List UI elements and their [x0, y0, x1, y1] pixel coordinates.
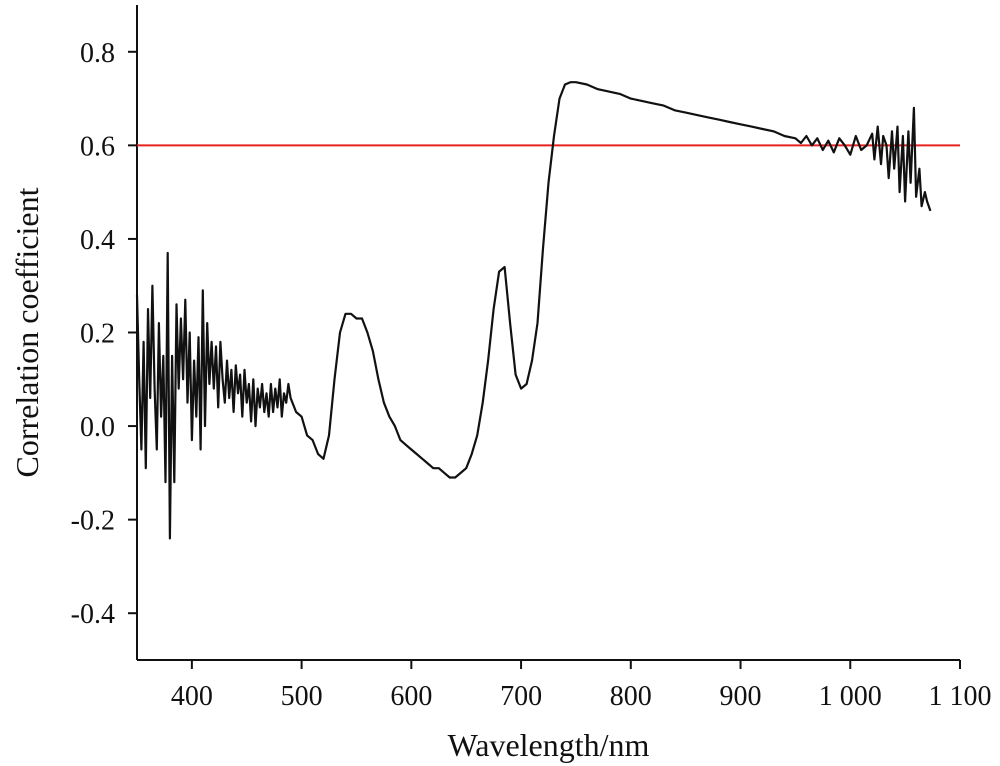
y-tick-label: -0.2 [71, 506, 115, 537]
y-tick-label: 0.6 [80, 131, 115, 162]
axes [136, 5, 960, 661]
y-axis-title: Correlation coefficient [9, 187, 45, 477]
x-tick-label: 900 [720, 681, 762, 712]
correlation-series-line [135, 81, 932, 540]
x-tick-label: 700 [500, 681, 542, 712]
x-tick-label: 800 [610, 681, 652, 712]
y-tick-label: -0.4 [71, 599, 115, 630]
x-tick-label: 500 [281, 681, 323, 712]
x-axis-title: Wavelength/nm [448, 727, 650, 763]
x-tick-label: 1 100 [929, 681, 992, 712]
y-tick-label: 0.4 [80, 225, 115, 256]
x-tick-label: 400 [171, 681, 213, 712]
y-tick-label: 0.0 [80, 412, 115, 443]
tick-group: 400 500 600 700 800 900 1 000 1 100 -0.4 -0.2 0.0 0… [71, 38, 992, 712]
y-tick-label: 0.2 [80, 319, 115, 350]
plot-area [135, 81, 932, 540]
x-tick-label: 600 [390, 681, 432, 712]
y-tick-label: 0.8 [80, 38, 115, 69]
x-tick-label: 1 000 [819, 681, 882, 712]
